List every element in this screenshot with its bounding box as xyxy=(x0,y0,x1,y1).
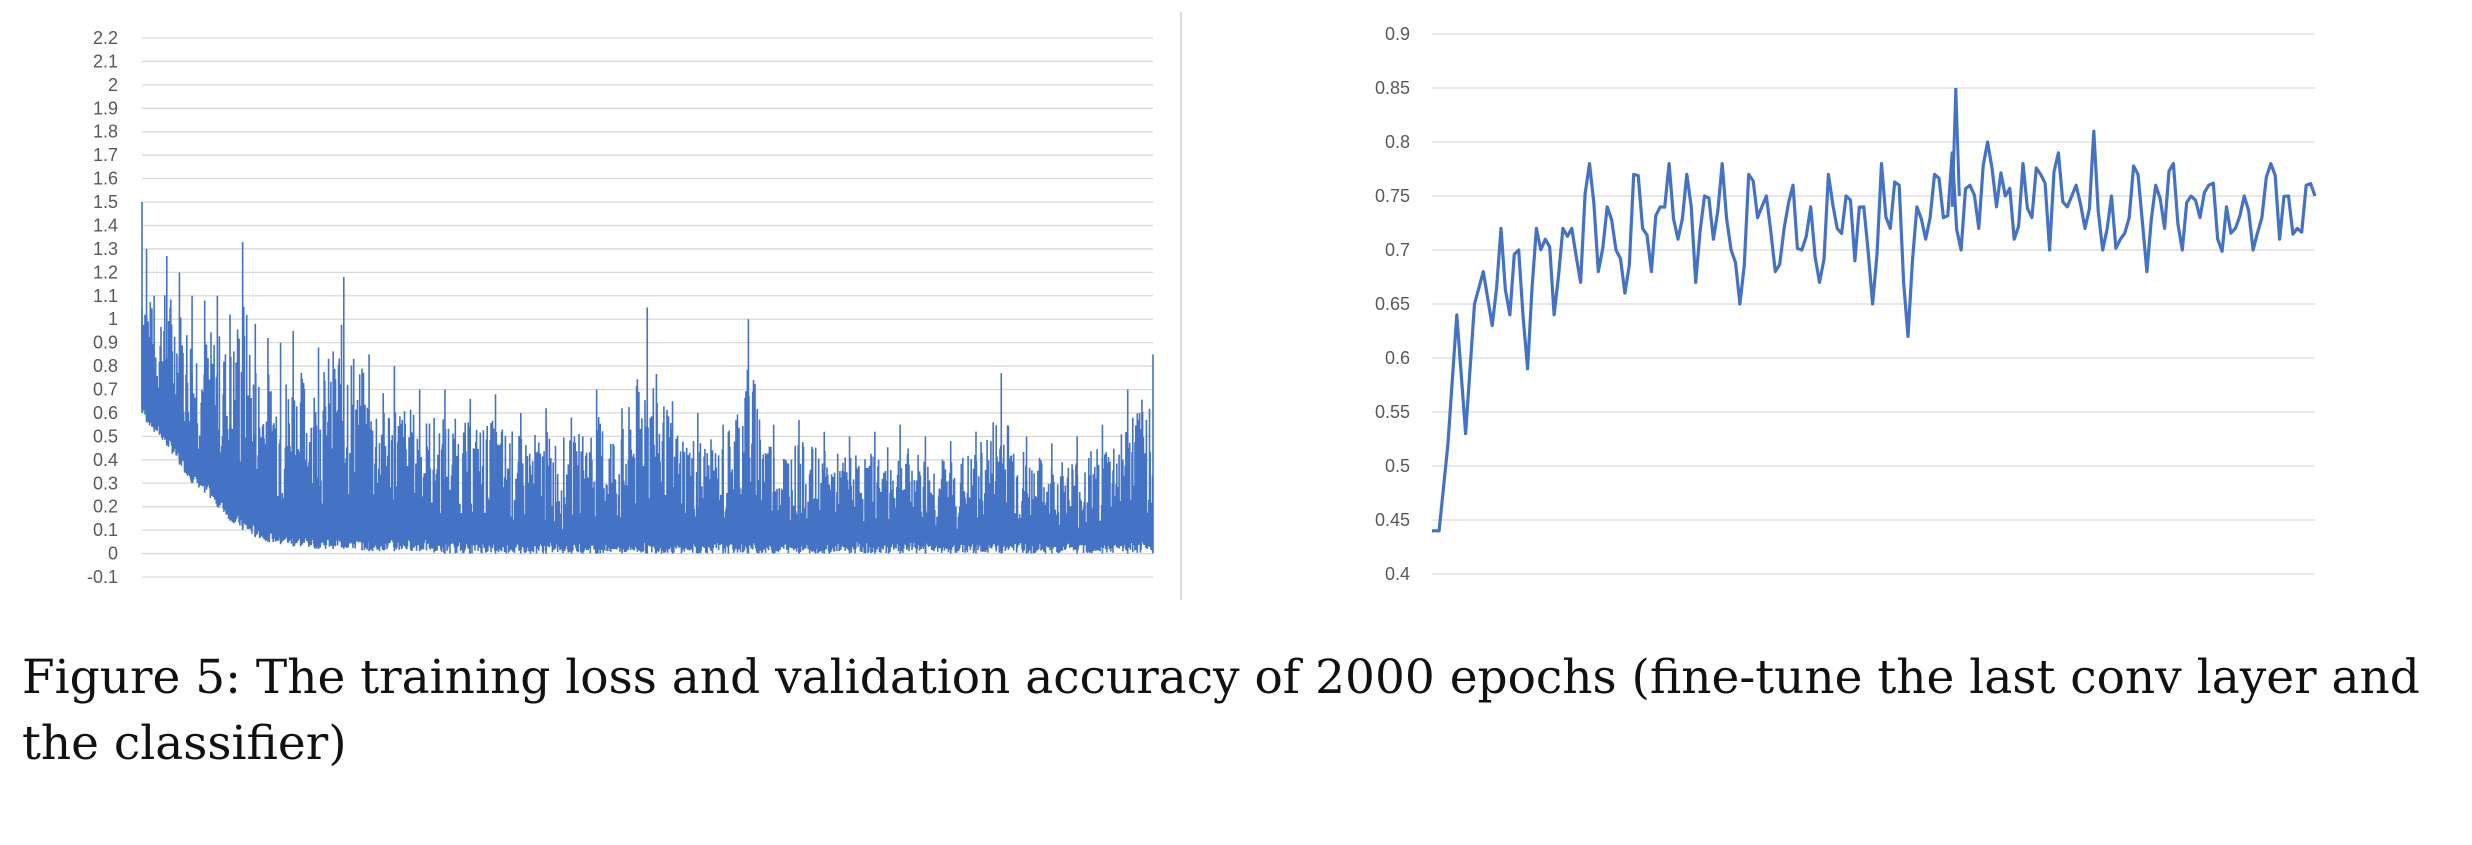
y-tick-label: 0.5 xyxy=(93,426,118,446)
charts-svg: -0.1 0 0.1 0.2 0.3 0.4 0.5 0.6 0.7 0.8 0.9 1 1.1 1.2 1… xyxy=(87,12,2317,600)
y-tick-label: 0.75 xyxy=(1375,186,1410,206)
y-tick-label: 0.45 xyxy=(1375,510,1410,530)
chart-2: 0.4 0.45 0.5 0.55 0.6 0.65 0.7 0.75 0.8 0.85 0.9 xyxy=(1375,24,2317,584)
y-tick-label: 1.8 xyxy=(93,122,118,142)
chart-1: -0.1 0 0.1 0.2 0.3 0.4 0.5 0.6 0.7 0.8 0.9 1 1.1 1.2 1… xyxy=(87,28,1154,587)
y-tick-label: 2.1 xyxy=(93,51,118,71)
y-tick-label: 1.1 xyxy=(93,286,118,306)
y-tick-label: -0.1 xyxy=(87,567,118,587)
y-tick-label: 0.5 xyxy=(1385,456,1410,476)
y-tick-label: 0.4 xyxy=(1385,564,1410,584)
accuracy-peak xyxy=(1954,87,1961,197)
y-tick-label: 1.2 xyxy=(93,262,118,282)
y-tick-label: 0.6 xyxy=(93,403,118,423)
series-line-accuracy xyxy=(1432,129,2317,533)
y-tick-label: 0.7 xyxy=(93,380,118,400)
y-tick-label: 0.9 xyxy=(1385,24,1410,44)
y-tick-label: 0.3 xyxy=(93,473,118,493)
y-tick-label: 0.4 xyxy=(93,450,118,470)
y-tick-label: 0.9 xyxy=(93,333,118,353)
y-tick-label: 1.6 xyxy=(93,169,118,189)
y-tick-label: 0.6 xyxy=(1385,348,1410,368)
y-tick-label: 1.3 xyxy=(93,239,118,259)
y-tick-label: 0.8 xyxy=(1385,132,1410,152)
y-tick-label: 0.1 xyxy=(93,520,118,540)
y-tick-label: 1.9 xyxy=(93,98,118,118)
y-tick-label: 2.2 xyxy=(93,28,118,48)
y-tick-label: 2 xyxy=(108,75,118,95)
y-tick-label: 0.65 xyxy=(1375,294,1410,314)
figure-caption: Figure 5: The training loss and validati… xyxy=(22,650,2420,771)
y-tick-label: 1.5 xyxy=(93,192,118,212)
y-tick-label: 0.2 xyxy=(93,497,118,517)
y-tick-label: 1.4 xyxy=(93,215,118,235)
y-tick-label: 0.85 xyxy=(1375,78,1410,98)
y-tick-label: 0 xyxy=(108,544,118,564)
y-tick-label: 0.7 xyxy=(1385,240,1410,260)
y-tick-label: 0.8 xyxy=(93,356,118,376)
y-tick-label: 1 xyxy=(108,309,118,329)
y-tick-label: 1.7 xyxy=(93,145,118,165)
y-tick-label: 0.55 xyxy=(1375,402,1410,422)
